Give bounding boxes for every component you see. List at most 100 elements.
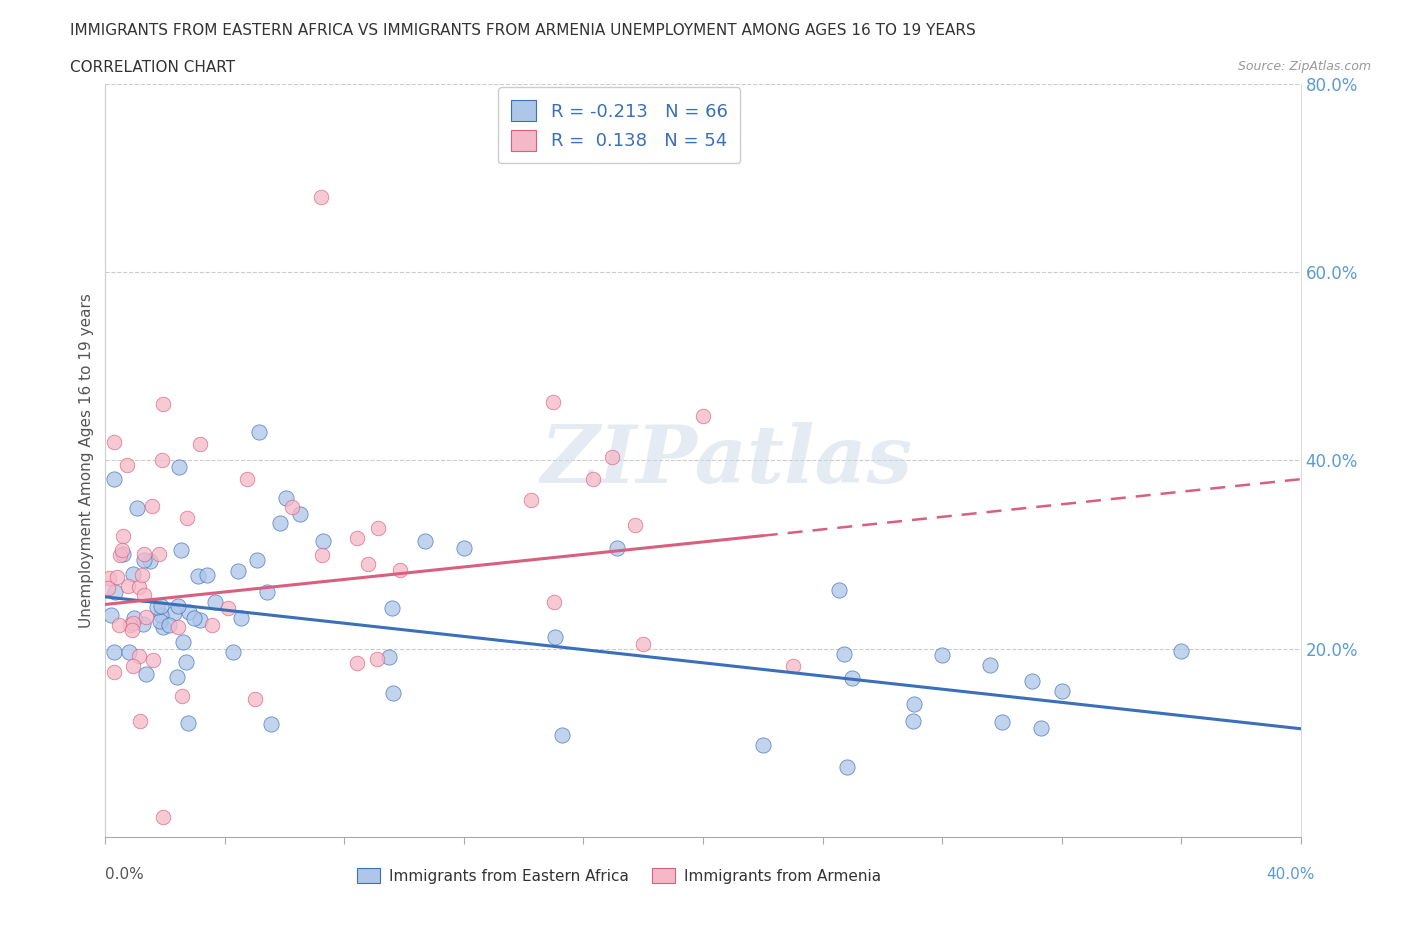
Point xyxy=(543,594,565,609)
Point xyxy=(190,613,212,628)
Point xyxy=(312,534,335,549)
Point xyxy=(176,511,198,525)
Point xyxy=(903,697,925,711)
Y-axis label: Unemployment Among Ages 16 to 19 years: Unemployment Among Ages 16 to 19 years xyxy=(79,293,94,628)
Point xyxy=(108,618,131,632)
Point xyxy=(1050,684,1073,698)
Point xyxy=(108,547,131,562)
Point xyxy=(125,501,148,516)
Point xyxy=(166,598,188,613)
Point xyxy=(157,618,180,632)
Point xyxy=(141,499,163,514)
Point xyxy=(276,491,298,506)
Point xyxy=(901,713,924,728)
Point xyxy=(174,655,197,670)
Point xyxy=(150,607,173,622)
Point xyxy=(269,515,291,530)
Point xyxy=(152,809,174,824)
Point xyxy=(167,619,190,634)
Point xyxy=(149,599,172,614)
Point xyxy=(97,580,120,595)
Point xyxy=(134,588,156,603)
Point xyxy=(633,637,655,652)
Point xyxy=(148,546,170,561)
Point xyxy=(311,547,333,562)
Point xyxy=(149,614,172,629)
Point xyxy=(357,556,380,571)
Point xyxy=(582,472,605,486)
Point xyxy=(309,190,332,205)
Point xyxy=(115,458,138,473)
Point xyxy=(841,671,863,685)
Point xyxy=(346,531,368,546)
Text: ZIPatlas: ZIPatlas xyxy=(541,421,912,499)
Point xyxy=(256,584,278,599)
Point xyxy=(112,528,135,543)
Point xyxy=(550,727,572,742)
Point xyxy=(782,659,804,674)
Point xyxy=(931,647,953,662)
Point xyxy=(204,595,226,610)
Point xyxy=(172,688,194,703)
Point xyxy=(163,605,186,620)
Point xyxy=(142,652,165,667)
Point xyxy=(281,500,304,515)
Point xyxy=(381,601,404,616)
Point xyxy=(103,644,125,659)
Point xyxy=(453,541,475,556)
Point xyxy=(132,552,155,567)
Point xyxy=(835,760,858,775)
Point xyxy=(121,567,143,582)
Point xyxy=(167,459,190,474)
Point xyxy=(129,713,152,728)
Point xyxy=(377,649,399,664)
Point xyxy=(187,569,209,584)
Point xyxy=(132,617,155,631)
Point xyxy=(520,493,543,508)
Point xyxy=(543,394,565,409)
Point xyxy=(247,425,270,440)
Point xyxy=(979,658,1001,672)
Text: CORRELATION CHART: CORRELATION CHART xyxy=(70,60,235,75)
Text: IMMIGRANTS FROM EASTERN AFRICA VS IMMIGRANTS FROM ARMENIA UNEMPLOYMENT AMONG AGE: IMMIGRANTS FROM EASTERN AFRICA VS IMMIGR… xyxy=(70,23,976,38)
Text: Source: ZipAtlas.com: Source: ZipAtlas.com xyxy=(1237,60,1371,73)
Point xyxy=(990,714,1012,729)
Point xyxy=(832,647,855,662)
Point xyxy=(346,656,368,671)
Point xyxy=(103,434,125,449)
Point xyxy=(288,507,311,522)
Point xyxy=(231,610,253,625)
Point xyxy=(117,578,139,593)
Point xyxy=(600,449,623,464)
Point xyxy=(100,607,122,622)
Point xyxy=(132,547,155,562)
Point xyxy=(222,644,245,659)
Point xyxy=(103,472,125,486)
Point xyxy=(245,692,267,707)
Point xyxy=(105,569,128,584)
Point xyxy=(111,542,134,557)
Point xyxy=(606,540,628,555)
Point xyxy=(195,567,218,582)
Point xyxy=(177,715,200,730)
Point xyxy=(366,652,388,667)
Point xyxy=(1029,721,1052,736)
Point xyxy=(751,737,773,752)
Point xyxy=(1021,673,1043,688)
Point xyxy=(98,571,121,586)
Point xyxy=(122,611,145,626)
Point xyxy=(121,658,143,673)
Point xyxy=(1170,644,1192,658)
Point xyxy=(172,634,194,649)
Point xyxy=(166,670,188,684)
Point xyxy=(118,618,141,633)
Point xyxy=(121,622,143,637)
Point xyxy=(543,630,565,644)
Point xyxy=(692,409,714,424)
Point xyxy=(624,518,647,533)
Point xyxy=(246,553,269,568)
Point xyxy=(235,472,257,486)
Point xyxy=(367,520,389,535)
Point xyxy=(139,553,162,568)
Point xyxy=(260,717,283,732)
